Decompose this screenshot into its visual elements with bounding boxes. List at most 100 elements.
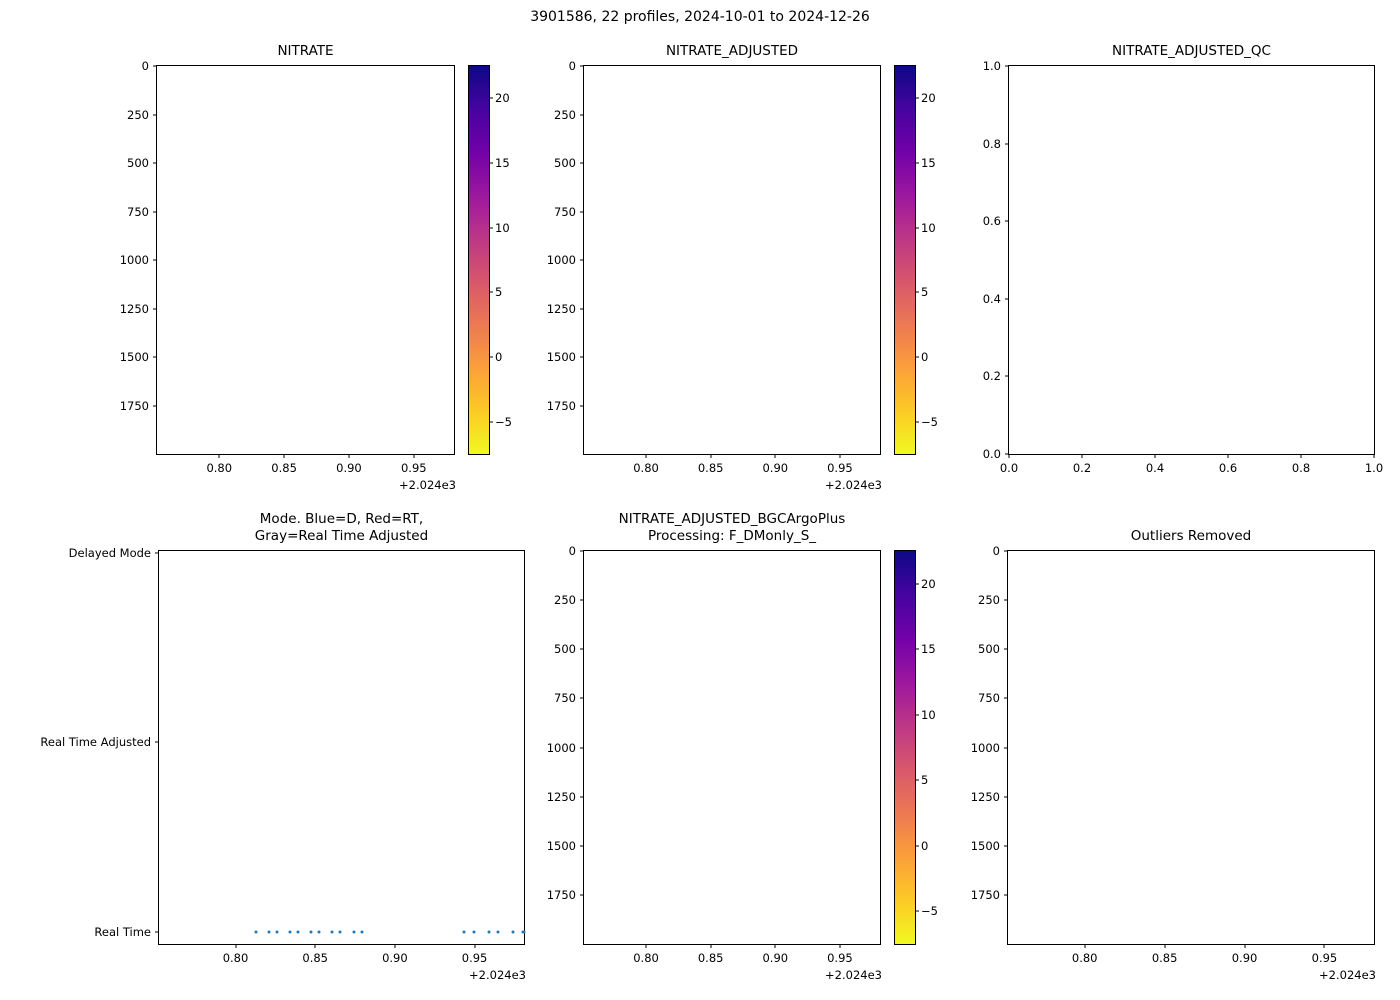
y-tick (1004, 747, 1008, 748)
colorbar-nitrate: 20 15 10 5 0 −5 (468, 65, 512, 455)
data-point (254, 930, 258, 934)
y-tick (580, 550, 584, 552)
colorbar-tick-label: 10 (921, 220, 936, 235)
colorbar-tick-label: −5 (921, 904, 938, 919)
y-tick (1005, 220, 1009, 222)
y-tick (580, 648, 584, 650)
data-point (309, 930, 313, 934)
y-tick-label: 0.0 (982, 447, 1001, 461)
x-tick (839, 454, 841, 458)
data-point (352, 930, 356, 934)
x-tick (1300, 454, 1302, 458)
x-tick (1373, 454, 1375, 458)
y-tick-label: 0.8 (982, 136, 1001, 151)
y-tick (1005, 375, 1009, 377)
y-tick-label: 0 (992, 544, 1000, 558)
figure-title: 3901586, 22 profiles, 2024-10-01 to 2024… (530, 9, 870, 25)
y-tick-label: 500 (978, 642, 1000, 657)
x-tick (1154, 454, 1156, 458)
x-tick (774, 944, 776, 948)
y-tick (153, 211, 157, 212)
x-tick-label: 0.80 (633, 461, 659, 475)
x-tick (314, 944, 316, 948)
colorbar-tick-label: 10 (921, 707, 936, 722)
y-tick-label: 250 (554, 107, 576, 122)
x-tick (1084, 944, 1086, 948)
colorbar-tick-label: 15 (495, 156, 510, 170)
y-tick (580, 845, 584, 847)
colorbar-tick-label: 0 (921, 350, 929, 364)
y-tick (153, 162, 157, 164)
x-tick-label: 0.6 (1218, 461, 1238, 475)
x-axis-offset-text: +2.024e3 (825, 478, 882, 492)
y-tick-label: 1500 (119, 350, 149, 364)
y-tick-label: 750 (554, 204, 576, 219)
data-point (511, 930, 515, 934)
y-tick-label: 1000 (546, 253, 576, 267)
data-point (330, 930, 334, 934)
y-tick-label: 1250 (970, 789, 1000, 804)
colorbar-tick-label: 0 (921, 838, 929, 853)
x-tick-label: 0.90 (762, 951, 789, 965)
y-tick (1005, 143, 1009, 145)
y-tick (153, 65, 157, 67)
y-tick (580, 211, 584, 212)
x-tick-label: 0.2 (1072, 461, 1092, 475)
x-tick-label: 0.80 (1071, 951, 1098, 965)
subplot-nitrate-adjusted-qc-title: NITRATE_ADJUSTED_QC (1112, 43, 1271, 60)
subplot-nitrate-adjusted-bgcargoplus-title: NITRATE_ADJUSTED_BGCArgoPlus Processing:… (618, 510, 846, 545)
x-tick-label: 0.85 (271, 461, 297, 475)
x-tick (413, 454, 415, 458)
y-tick (1004, 648, 1008, 650)
x-tick-label: 0.90 (382, 951, 408, 965)
subplot-outliers-removed: Outliers Removed 0.80 0.85 0.90 0.95 0 250 500… (971, 528, 1376, 982)
y-tick (1005, 298, 1009, 300)
x-tick (1164, 944, 1166, 948)
colorbar-tick (915, 227, 919, 229)
x-tick-label: 0.80 (633, 951, 659, 965)
x-tick-label: 0.0 (999, 461, 1019, 475)
x-tick-label: 0.8 (1291, 461, 1311, 475)
colorbar-tick-label: 5 (921, 773, 929, 788)
y-tick (580, 65, 584, 67)
colorbar-nitrate-adjusted-bgcargoplus: 20 15 10 5 0 −5 (894, 550, 938, 945)
subplot-nitrate: NITRATE 0.80 0.85 0.90 0.95 0 250 500 750 1000 12… (120, 43, 456, 492)
y-tick-label: 1250 (119, 301, 149, 316)
x-tick-label: 0.85 (697, 951, 724, 965)
subplot-mode-title: Mode. Blue=D, Red=RT, Gray=Real Time Adj… (254, 510, 429, 545)
y-tick (580, 356, 584, 358)
subplot-nitrate-adjusted-qc: NITRATE_ADJUSTED_QC 0.0 0.2 0.4 0.6 0.8 1.0 0.… (983, 43, 1383, 475)
data-point (522, 930, 526, 934)
x-tick-label: 0.4 (1145, 461, 1165, 475)
y-tick (580, 308, 584, 309)
y-tick-label: 0 (568, 59, 576, 73)
x-tick (645, 944, 647, 948)
x-axis-offset-text: +2.024e3 (825, 968, 882, 982)
colorbar-tick (915, 97, 919, 99)
x-tick (474, 944, 476, 948)
y-tick-label: 500 (554, 642, 576, 657)
y-tick-label: 750 (127, 204, 149, 219)
data-point (317, 930, 321, 934)
colorbar-tick (489, 162, 493, 164)
x-tick (218, 454, 220, 458)
colorbar-tick (489, 291, 493, 293)
y-tick (580, 747, 584, 748)
data-point (338, 930, 342, 934)
x-axis-offset-text: +2.024e3 (399, 478, 456, 492)
y-tick-label: 1000 (119, 253, 149, 267)
y-tick-label: 250 (554, 593, 576, 608)
y-tick-label: 750 (554, 691, 576, 706)
data-point (296, 930, 300, 934)
colorbar-tick (489, 421, 493, 423)
y-tick-label: 1500 (970, 838, 1000, 853)
x-tick-label: 0.85 (302, 951, 328, 965)
y-tick (580, 697, 584, 699)
y-tick (1005, 453, 1009, 455)
y-tick-label: 0 (141, 59, 149, 73)
colorbar-tick (489, 356, 493, 358)
y-tick (153, 405, 157, 406)
data-point (496, 930, 500, 934)
y-tick-label: 1750 (119, 398, 149, 413)
